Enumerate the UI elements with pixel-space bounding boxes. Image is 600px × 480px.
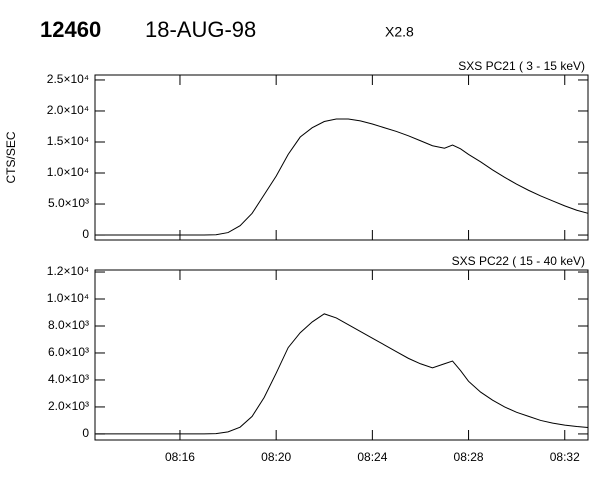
x-tick-label: 08:32 bbox=[550, 450, 580, 464]
y-tick-label: 1.0×10⁴ bbox=[47, 291, 89, 305]
y-tick-label: 4.0×10³ bbox=[48, 372, 89, 386]
y-tick-label: 0 bbox=[82, 426, 89, 440]
y-tick-label: 1.2×10⁴ bbox=[47, 264, 89, 278]
data-line bbox=[95, 313, 589, 435]
x-tick-label: 08:20 bbox=[261, 450, 291, 464]
y-tick-label: 1.5×10⁴ bbox=[47, 134, 89, 148]
y-tick-label: 8.0×10³ bbox=[48, 318, 89, 332]
x-tick-label: 08:16 bbox=[165, 450, 195, 464]
y-axis-label: CTS/SEC bbox=[4, 131, 18, 183]
x-tick-label: 08:24 bbox=[357, 450, 387, 464]
y-tick-label: 5.0×10³ bbox=[48, 196, 89, 210]
y-tick-label: 2.0×10³ bbox=[48, 399, 89, 413]
y-tick-label: 2.0×10⁴ bbox=[47, 103, 89, 117]
y-tick-label: 1.0×10⁴ bbox=[47, 165, 89, 179]
event-id: 12460 bbox=[40, 17, 101, 42]
data-line bbox=[95, 118, 589, 236]
plot-frame bbox=[94, 269, 589, 441]
panel-title: SXS PC21 ( 3 - 15 keV) bbox=[458, 59, 585, 73]
y-tick-label: 2.5×10⁴ bbox=[47, 72, 89, 86]
y-tick-label: 6.0×10³ bbox=[48, 345, 89, 359]
panel-title: SXS PC22 ( 15 - 40 keV) bbox=[452, 254, 585, 268]
event-date: 18-AUG-98 bbox=[145, 17, 256, 42]
y-tick-label: 0 bbox=[82, 227, 89, 241]
flare-class: X2.8 bbox=[385, 24, 414, 40]
plot-frame bbox=[94, 74, 589, 241]
x-tick-label: 08:28 bbox=[454, 450, 484, 464]
